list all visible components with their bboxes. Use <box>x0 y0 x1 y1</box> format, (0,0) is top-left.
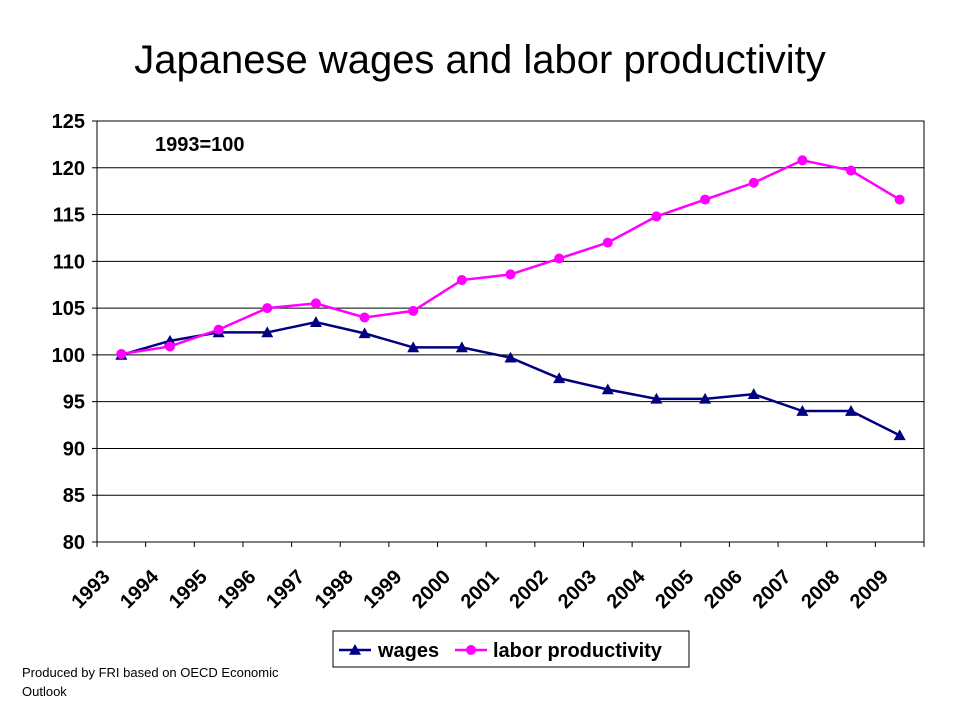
data-point <box>554 253 565 264</box>
y-tick-label: 105 <box>52 298 85 320</box>
x-tick-label: 1994 <box>116 565 164 613</box>
x-tick-label: 1999 <box>359 566 406 613</box>
data-point <box>846 165 857 176</box>
data-point <box>455 341 468 353</box>
data-point <box>894 194 905 205</box>
data-point <box>748 177 759 188</box>
chart-title: Japanese wages and labor productivity <box>134 38 826 82</box>
data-point <box>407 341 420 353</box>
x-tick-label: 2001 <box>457 566 504 613</box>
data-point <box>796 405 809 416</box>
x-tick-label: 1997 <box>262 566 309 613</box>
data-point <box>650 392 663 404</box>
x-tick-label: 2006 <box>700 566 747 613</box>
data-point <box>164 341 175 352</box>
y-tick-label: 90 <box>63 438 85 460</box>
y-tick-label: 95 <box>63 392 85 414</box>
legend-swatch-marker <box>349 644 361 655</box>
data-point <box>651 211 662 222</box>
x-tick-label: 1996 <box>213 566 260 613</box>
data-point <box>456 275 467 286</box>
legend-label: labor productivity <box>493 640 663 662</box>
x-tick-label: 2005 <box>651 566 698 613</box>
baseline-annotation: 1993=100 <box>155 134 245 156</box>
legend-swatch-marker <box>466 645 476 655</box>
data-point <box>700 194 711 205</box>
x-tick-label: 2003 <box>554 566 601 613</box>
x-tick-label: 2008 <box>797 566 844 613</box>
series-labor-productivity <box>116 155 905 359</box>
x-tick-label: 2009 <box>846 566 893 613</box>
data-point <box>261 326 274 338</box>
data-point <box>408 305 419 316</box>
x-tick-label: 2007 <box>749 566 796 613</box>
data-point <box>553 372 566 384</box>
data-point <box>262 303 273 314</box>
y-tick-label: 110 <box>53 251 85 273</box>
x-tick-label: 1995 <box>165 566 212 613</box>
data-point <box>699 392 712 404</box>
data-point <box>358 327 371 339</box>
x-tick-label: 1993 <box>68 566 115 613</box>
x-tick-label: 2002 <box>505 566 552 613</box>
y-tick-label: 100 <box>52 345 85 367</box>
data-point <box>213 324 224 335</box>
data-point <box>797 155 808 166</box>
data-point <box>845 405 858 416</box>
y-tick-label: 125 <box>52 111 85 133</box>
data-point <box>602 237 613 248</box>
data-point <box>309 316 322 327</box>
data-point <box>505 269 516 280</box>
y-tick-label: 115 <box>53 205 85 227</box>
data-point <box>893 429 906 441</box>
x-axis-tick-labels: 1993 1994 1995 1996 1997 1998 1999 2000 2001 2002… <box>68 565 893 613</box>
data-point <box>310 298 321 309</box>
data-point <box>747 388 760 399</box>
data-point <box>359 312 370 323</box>
legend-box <box>332 630 690 668</box>
y-tick-label: 80 <box>63 532 85 554</box>
y-axis-tick-labels: 80 85 90 95 100 105 110 115 120 125 <box>52 111 85 554</box>
data-point <box>601 383 614 395</box>
y-tick-label: 120 <box>52 158 85 180</box>
x-tick-label: 1998 <box>311 566 358 613</box>
x-tick-label: 2000 <box>408 566 455 613</box>
x-tick-label: 2004 <box>603 565 651 613</box>
data-point <box>116 348 127 359</box>
series-lines <box>115 155 906 441</box>
data-point <box>504 351 517 363</box>
legend: wages labor productivity <box>332 630 690 668</box>
y-tick-label: 85 <box>63 485 85 507</box>
legend-item: wages <box>339 640 439 662</box>
legend-label: wages <box>377 640 439 662</box>
legend-item: labor productivity <box>455 640 663 662</box>
source-note: Produced by FRI based on OECD Economic O… <box>22 665 279 699</box>
